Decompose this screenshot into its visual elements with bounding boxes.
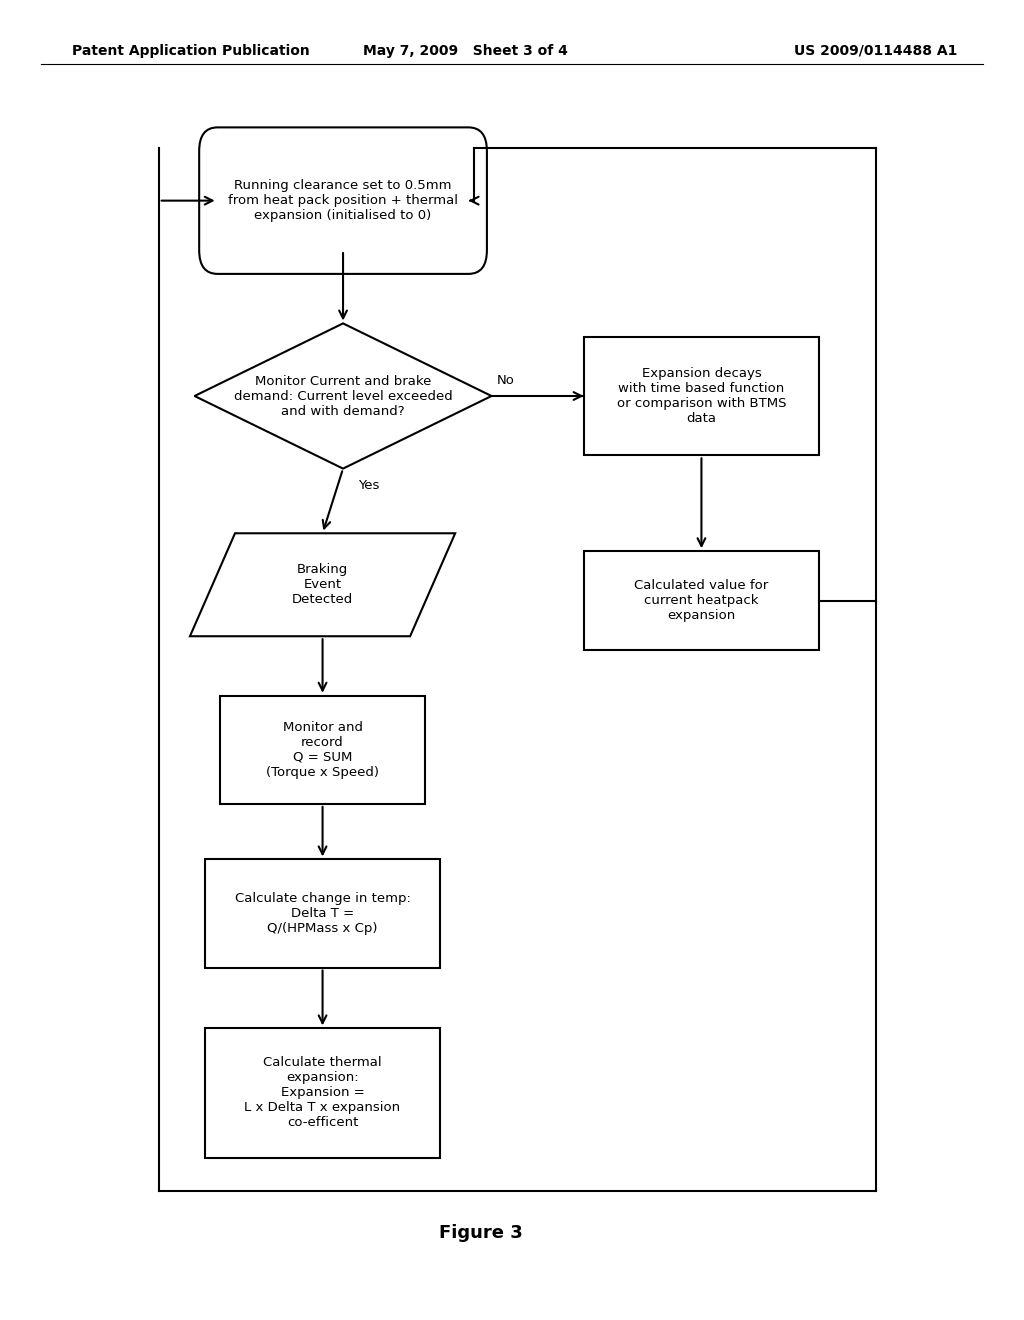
Text: Braking
Event
Detected: Braking Event Detected xyxy=(292,564,353,606)
Text: Monitor and
record
Q = SUM
(Torque x Speed): Monitor and record Q = SUM (Torque x Spe… xyxy=(266,721,379,779)
Text: Yes: Yes xyxy=(358,479,380,492)
Text: Patent Application Publication: Patent Application Publication xyxy=(72,44,309,58)
Text: US 2009/0114488 A1: US 2009/0114488 A1 xyxy=(794,44,957,58)
Text: Calculate change in temp:
Delta T =
Q/(HPMass x Cp): Calculate change in temp: Delta T = Q/(H… xyxy=(234,892,411,935)
Polygon shape xyxy=(584,552,819,649)
Polygon shape xyxy=(220,696,425,804)
Polygon shape xyxy=(205,1028,440,1158)
Polygon shape xyxy=(190,533,455,636)
Polygon shape xyxy=(205,859,440,968)
Text: Monitor Current and brake
demand: Current level exceeded
and with demand?: Monitor Current and brake demand: Curren… xyxy=(233,375,453,417)
Polygon shape xyxy=(195,323,492,469)
FancyBboxPatch shape xyxy=(200,128,487,275)
Text: Figure 3: Figure 3 xyxy=(439,1224,523,1242)
Text: May 7, 2009   Sheet 3 of 4: May 7, 2009 Sheet 3 of 4 xyxy=(364,44,568,58)
Text: Calculated value for
current heatpack
expansion: Calculated value for current heatpack ex… xyxy=(634,579,769,622)
Text: Expansion decays
with time based function
or comparison with BTMS
data: Expansion decays with time based functio… xyxy=(616,367,786,425)
Text: No: No xyxy=(497,374,514,387)
Text: Running clearance set to 0.5mm
from heat pack position + thermal
expansion (init: Running clearance set to 0.5mm from heat… xyxy=(228,180,458,222)
Text: Calculate thermal
expansion:
Expansion =
L x Delta T x expansion
co-efficent: Calculate thermal expansion: Expansion =… xyxy=(245,1056,400,1130)
Polygon shape xyxy=(584,337,819,455)
